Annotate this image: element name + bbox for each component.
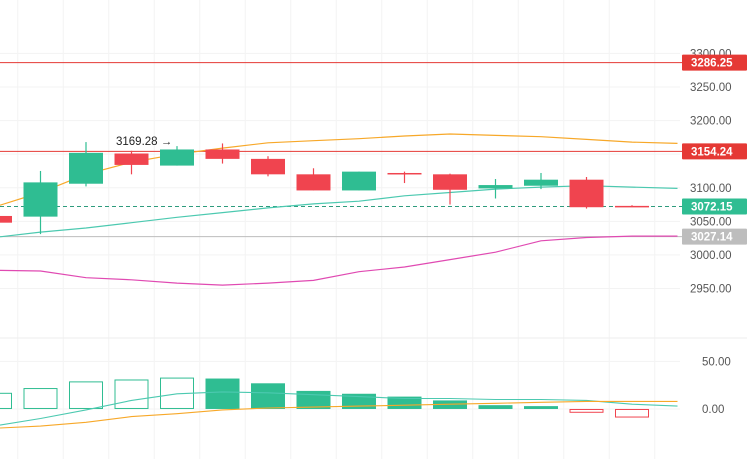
candle-body	[0, 215, 12, 223]
indicator-tick-label: 0.00	[702, 404, 724, 416]
price-tick-label: 3100.00	[690, 183, 732, 195]
ma-orange-line	[0, 133, 678, 206]
candle-body	[251, 158, 285, 175]
candle-body	[342, 171, 376, 191]
indicator-teal-line	[0, 391, 678, 426]
candle-body	[205, 149, 240, 159]
candle-body	[69, 152, 103, 184]
candle-body	[160, 149, 194, 166]
histogram-bar	[251, 383, 285, 409]
histogram-bar	[296, 390, 331, 409]
histogram-bar	[524, 406, 558, 409]
price-tick-label: 3250.00	[690, 82, 732, 94]
price-tick-label: 3000.00	[690, 250, 732, 262]
candle-body	[114, 153, 149, 165]
histogram-bar	[0, 392, 12, 409]
candle-body	[569, 179, 604, 208]
histogram-bar	[569, 408, 604, 413]
price-tick-label: 3050.00	[690, 216, 732, 228]
price-tag-label: 3286.25	[691, 58, 733, 70]
price-tag-label: 3072.15	[691, 201, 733, 213]
price-tag	[682, 198, 747, 215]
price-tag	[682, 228, 747, 245]
candle-body	[433, 174, 467, 190]
histogram-bar	[69, 381, 103, 409]
histogram-bar	[342, 393, 376, 409]
histogram-bar	[615, 408, 649, 418]
histogram-bar	[478, 405, 513, 409]
price-tag	[682, 54, 747, 71]
price-tag-label: 3027.14	[691, 232, 733, 244]
candle-body	[478, 185, 513, 189]
high-annotation: 3169.28 →	[116, 136, 172, 148]
histogram-bar	[205, 378, 240, 409]
ma-teal-line	[0, 185, 678, 238]
candle-body	[296, 174, 331, 191]
histogram-bar	[23, 388, 58, 409]
price-tag	[682, 143, 747, 160]
indicator-orange-line	[0, 400, 678, 429]
price-tag-label: 3154.24	[691, 146, 733, 158]
candle-body	[524, 179, 558, 186]
candle-body	[387, 172, 422, 175]
indicator-tick-label: 50.00	[702, 356, 731, 368]
candle-body	[23, 182, 58, 217]
price-tick-label: 3200.00	[690, 116, 732, 128]
histogram-bar	[114, 379, 149, 409]
price-tick-label: 2950.00	[690, 283, 732, 295]
candle-body	[615, 205, 649, 208]
ma-magenta-line	[0, 235, 678, 286]
